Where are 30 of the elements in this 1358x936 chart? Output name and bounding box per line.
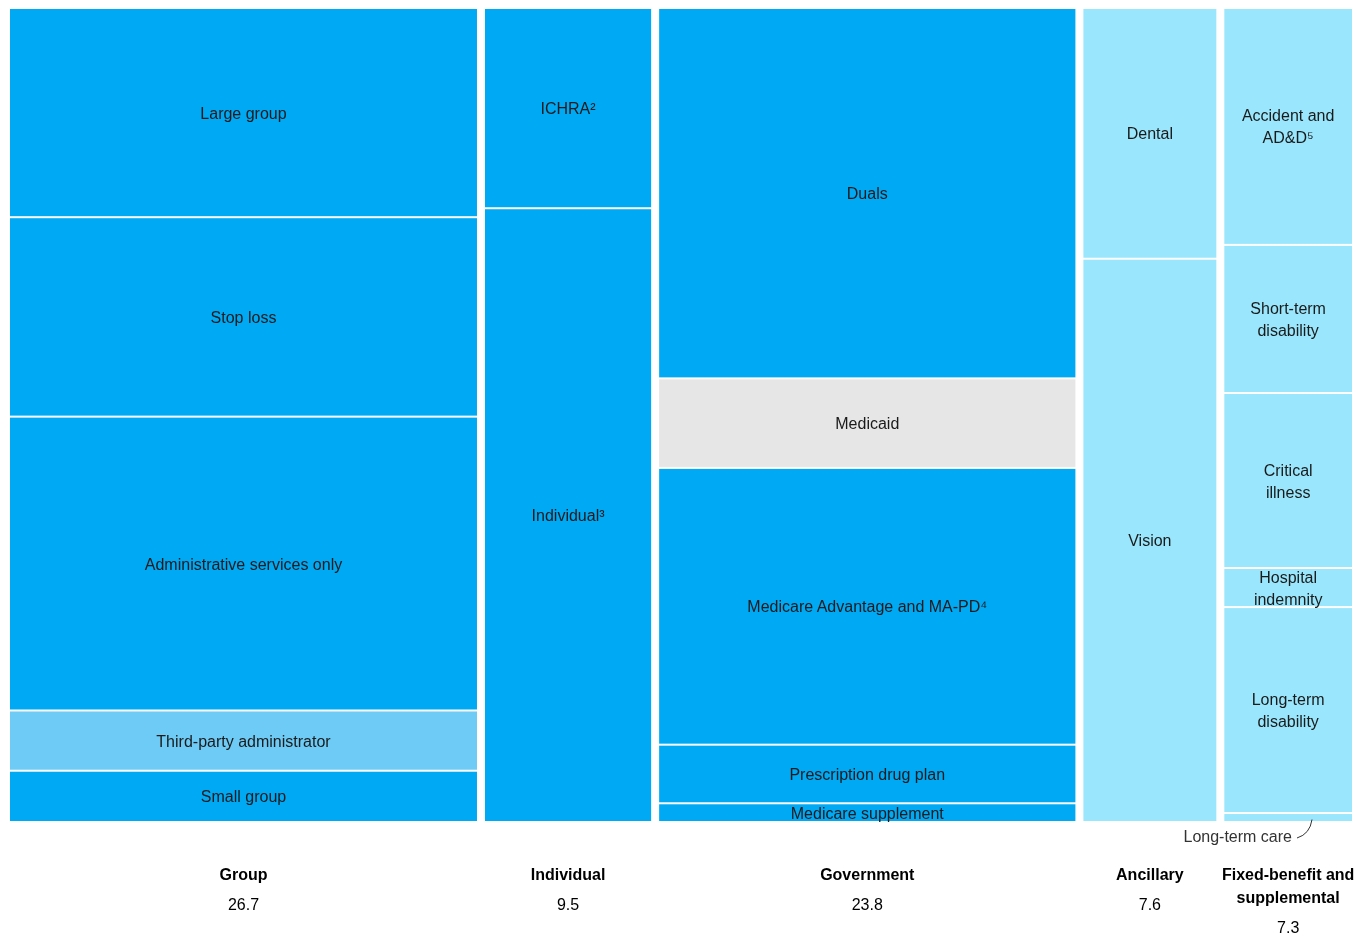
series-label: Long-term care (1183, 828, 1293, 845)
x-tick-label: Individual (530, 866, 606, 883)
series-label: Long-term disability (1251, 691, 1325, 731)
series-label: Medicare supplement (790, 804, 945, 822)
x-tick-label: Ancillary (1116, 866, 1184, 883)
text: 23.8 (851, 896, 883, 913)
x-tick-label: Government (820, 866, 916, 883)
text: 26.7 (227, 896, 260, 913)
series-label: Medicare Advantage and MA-PD⁴ (747, 598, 988, 616)
series-label: Dental (1126, 125, 1173, 143)
series-label: ICHRA² (540, 100, 597, 118)
series-label: Stop loss (210, 308, 277, 326)
series-label: Vision (1128, 532, 1172, 550)
series-label: Accident and AD&D⁵ (1241, 107, 1335, 147)
series-label: Duals (846, 185, 888, 203)
series-label: Hospital indemnity (1253, 568, 1323, 608)
series-label: Short-term disability (1250, 299, 1326, 339)
series-label: Individual³ (531, 507, 606, 525)
x-tick-label: Group (219, 866, 268, 883)
series-label: Third-party administrator (156, 732, 332, 750)
x-tick-label: Fixed-benefit and supplemental (1221, 866, 1355, 906)
text: 7.3 (1277, 919, 1300, 936)
series-label: Medicaid (835, 415, 900, 433)
text: 7.6 (1138, 896, 1162, 913)
series-label: Prescription drug plan (789, 765, 946, 783)
series-label: Critical illness (1263, 461, 1313, 501)
series-label: Large group (200, 104, 287, 122)
text: 9.5 (556, 896, 580, 913)
series-label: Small group (200, 788, 287, 806)
series-label: Administrative services only (144, 555, 343, 573)
